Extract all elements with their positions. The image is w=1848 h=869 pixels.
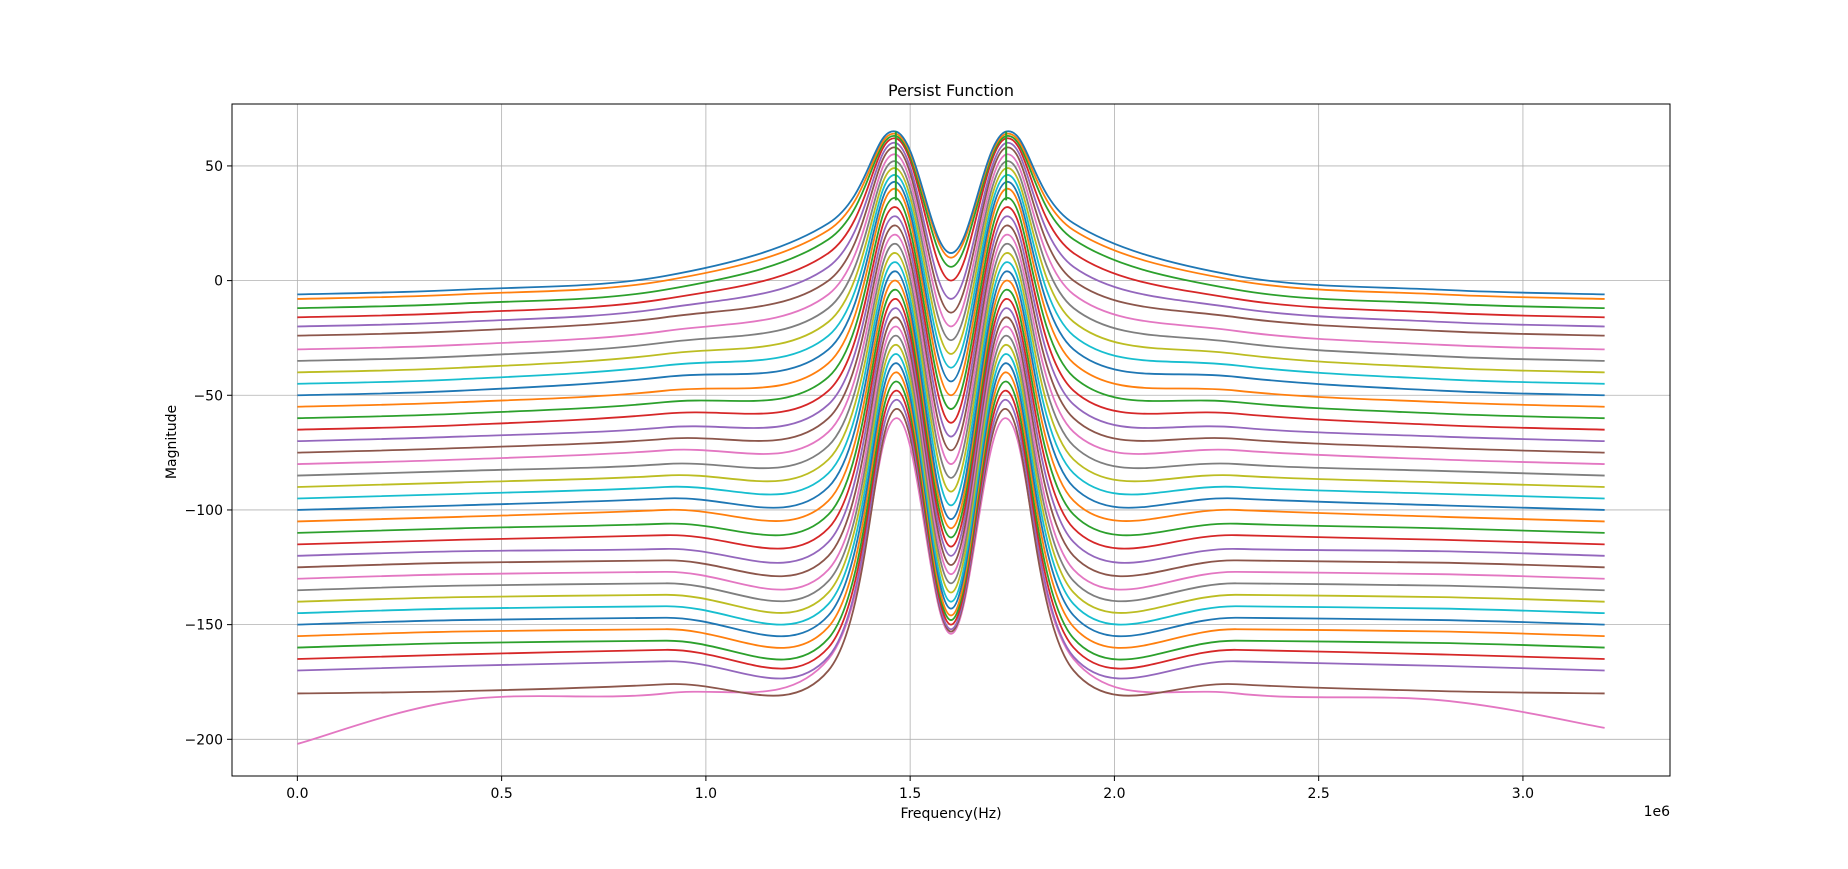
series-line — [297, 288, 1605, 539]
chart-title: Persist Function — [888, 81, 1014, 100]
y-tick-label: −200 — [185, 732, 223, 748]
series-line — [297, 398, 1605, 680]
y-tick-label: −100 — [185, 503, 223, 519]
y-axis-label: Magnitude — [164, 405, 180, 479]
series-line — [297, 279, 1605, 530]
x-axis-offset-label: 1e6 — [1644, 804, 1671, 820]
series-line — [297, 135, 1605, 310]
series-line — [297, 146, 1605, 337]
y-tick-label: −50 — [193, 388, 223, 404]
series-line — [297, 408, 1605, 697]
series-line — [297, 343, 1605, 614]
x-tick-label: 0.5 — [490, 786, 512, 802]
plot-series — [297, 130, 1605, 745]
series-line — [297, 334, 1605, 603]
series-line — [297, 187, 1605, 408]
series-line — [297, 215, 1605, 443]
x-tick-label: 1.0 — [695, 786, 717, 802]
x-tick-label: 2.5 — [1308, 786, 1330, 802]
series-line — [297, 167, 1605, 374]
series-line — [297, 197, 1605, 420]
axes-frame — [231, 103, 1671, 777]
x-axis-ticks: 0.0 0.5 1.0 1.5 2.0 2.5 3.0 — [286, 776, 1534, 802]
series-line — [297, 130, 1605, 296]
x-tick-label: 2.0 — [1103, 786, 1125, 802]
x-tick-label: 0.0 — [286, 786, 308, 802]
series-line — [297, 243, 1605, 479]
series-line — [297, 325, 1605, 591]
series-line — [297, 132, 1605, 300]
series-line — [297, 224, 1605, 454]
series-line — [297, 362, 1605, 638]
series-line — [297, 307, 1605, 564]
y-tick-label: 0 — [214, 274, 223, 290]
x-tick-label: 1.5 — [899, 786, 921, 802]
series-line — [297, 252, 1605, 493]
series-line — [297, 206, 1605, 431]
series-line — [297, 270, 1605, 521]
series-line — [297, 233, 1605, 465]
series-line — [297, 389, 1605, 670]
y-tick-label: 50 — [205, 159, 223, 175]
x-axis-label: Frequency(Hz) — [900, 806, 1001, 822]
series-line — [297, 181, 1605, 397]
series-line — [297, 380, 1605, 661]
series-line — [297, 261, 1605, 507]
series-line — [297, 160, 1605, 362]
series-line — [297, 316, 1605, 578]
series-line — [297, 353, 1605, 626]
series-line — [297, 371, 1605, 649]
series-line — [297, 153, 1605, 351]
series-line — [297, 298, 1605, 550]
x-tick-label: 3.0 — [1512, 786, 1534, 802]
series-line — [297, 174, 1605, 385]
series-line — [297, 142, 1605, 328]
y-tick-label: −150 — [185, 618, 223, 634]
y-axis-ticks: 50 0 −50 −100 −150 −200 — [185, 159, 232, 748]
series-line — [297, 137, 1605, 319]
series-line — [297, 417, 1605, 745]
